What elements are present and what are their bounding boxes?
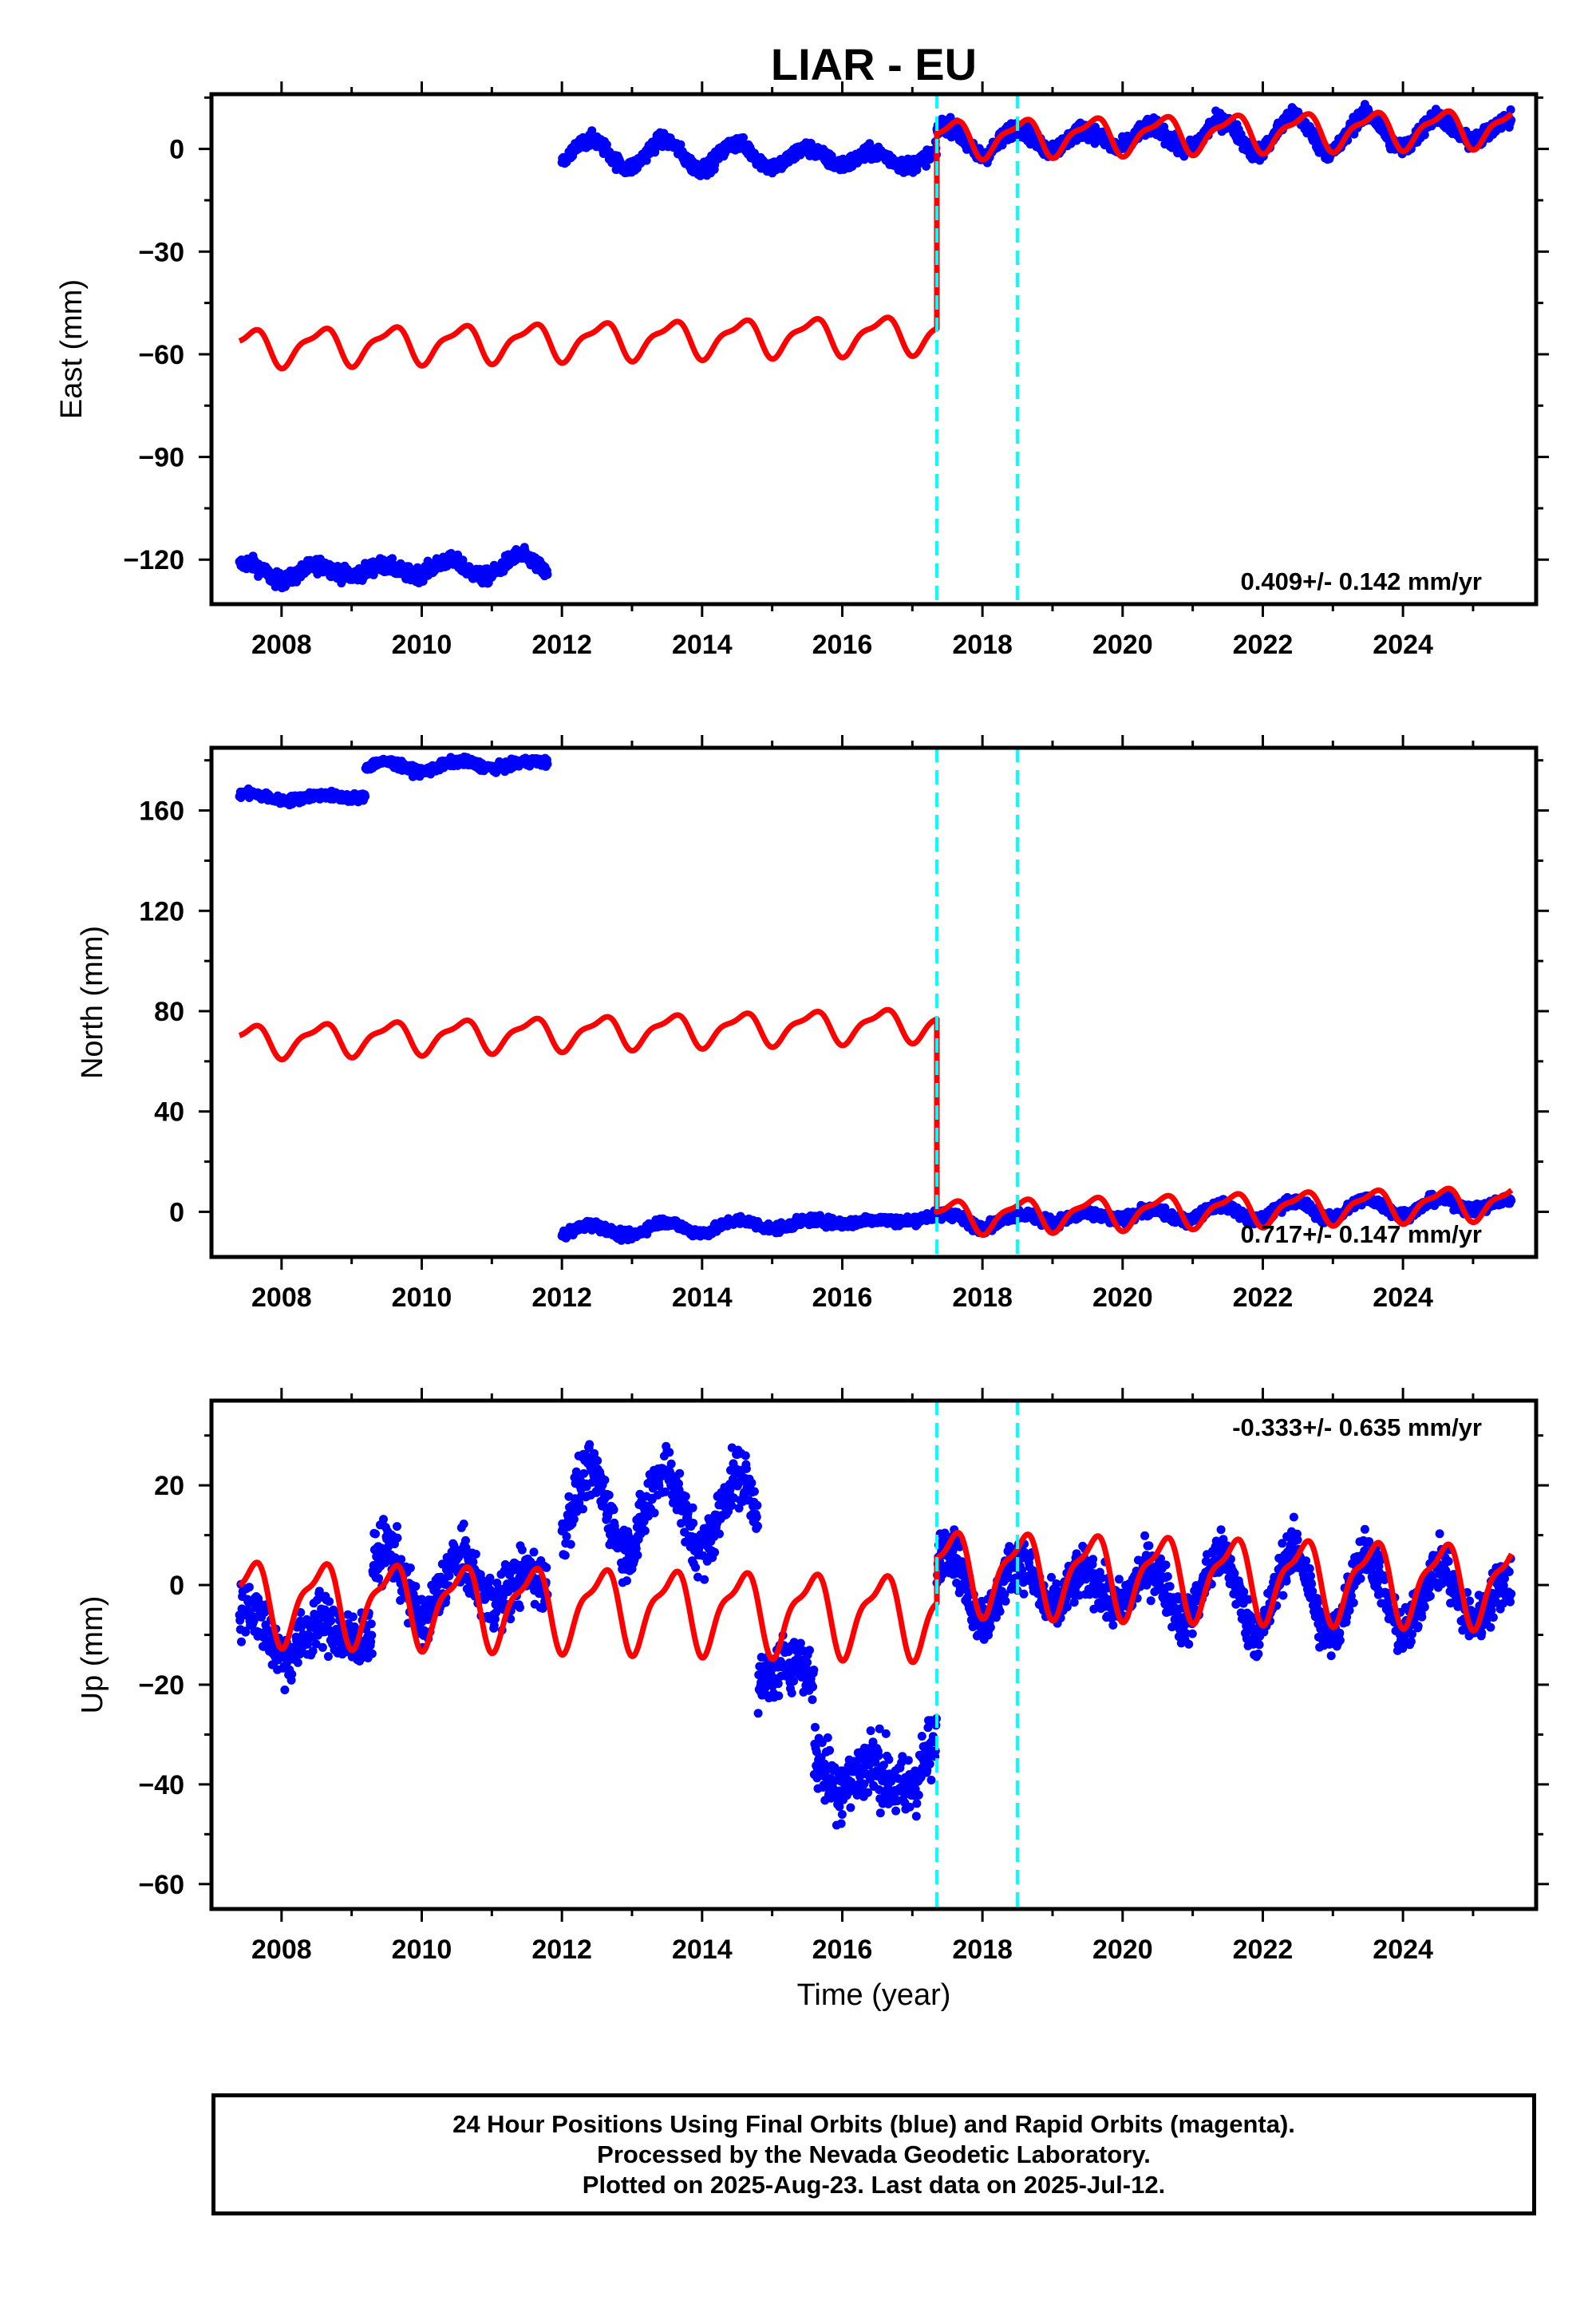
data-point: [865, 139, 875, 148]
east-rate-label: 0.409+/- 0.142 mm/yr: [1241, 567, 1482, 595]
panel-north: 2008 2010 2012 2014 2016 2018 2020 2022 20240408…: [76, 735, 1549, 1313]
data-point: [587, 126, 597, 136]
data-point: [676, 140, 685, 149]
east-plot-area: [235, 94, 1516, 604]
data-point: [922, 161, 931, 171]
x-tick-label: 2018: [952, 630, 1013, 660]
data-point: [946, 113, 955, 122]
east-y-axis-label: East (mm): [55, 279, 89, 419]
x-tick-label: 2020: [1092, 630, 1153, 660]
data-point: [388, 554, 397, 563]
x-tick-label: 2024: [1373, 630, 1433, 660]
x-tick-label: 2008: [251, 630, 312, 660]
x-tick-label: 2010: [392, 630, 452, 660]
y-tick-label: −120: [123, 545, 184, 575]
y-tick-label: −30: [138, 237, 184, 267]
east-frame: [209, 92, 1539, 607]
data-point: [998, 140, 1007, 150]
y-tick-label: −90: [138, 443, 184, 473]
x-tick-label: 2014: [672, 630, 733, 660]
east-model-line: [238, 108, 1514, 372]
panel-east: 2008 2010 2012 2014 2016 2018 2020 2022 2024 −120…: [55, 81, 1549, 660]
y-tick-label: −60: [138, 340, 184, 370]
data-point: [1506, 105, 1515, 114]
data-point: [361, 792, 370, 801]
x-tick-label: 2022: [1233, 630, 1294, 660]
east-data-points: [235, 100, 1516, 593]
x-tick-label: 2012: [531, 630, 592, 660]
north-plot-area: [235, 748, 1516, 1257]
data-point: [739, 132, 748, 142]
data-point: [543, 759, 552, 769]
data-point: [543, 570, 552, 579]
chart-title: LIAR - EU: [771, 39, 977, 89]
x-tick-label: 2016: [812, 630, 873, 660]
north-data-points: [235, 752, 1516, 1245]
y-tick-label: 0: [169, 135, 184, 165]
